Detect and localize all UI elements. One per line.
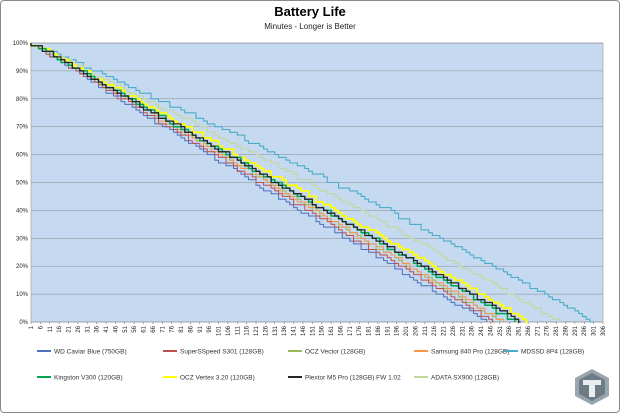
legend-label: ADATA SX900 (128GB) [431,374,499,381]
x-tick-label: 296 [582,325,588,336]
x-tick-label: 186 [376,325,382,336]
legend-label: MDSSD 8P4 (128GB) [521,348,584,355]
x-tick-label: 231 [460,325,466,336]
series-line-7 [30,43,521,323]
x-tick-label: 261 [517,325,523,336]
x-tick-label: 276 [545,325,551,336]
x-tick-label: 61 [142,325,148,332]
legend-label: Kingston V300 (120GB) [54,374,123,381]
x-tick-label: 16 [57,325,63,332]
x-tick-label: 71 [160,325,166,332]
y-tick-label: 30% [16,236,29,242]
y-tick-label: 60% [16,153,29,159]
chart-subtitle: Minutes - Longer is Better [264,22,356,31]
legend-label: WD Caviar Blue (750GB) [54,348,127,355]
x-tick-label: 181 [367,325,373,336]
series-line-1 [30,43,495,323]
x-tick-label: 41 [104,325,110,332]
x-tick-label: 66 [151,325,157,332]
x-tick-label: 86 [188,325,194,332]
x-tick-label: 51 [123,325,129,332]
x-tick-label: 141 [292,325,298,336]
x-tick-label: 221 [442,325,448,336]
chart-title: Battery Life [274,4,346,19]
x-tick-label: 136 [282,325,288,336]
x-tick-label: 236 [470,325,476,336]
x-tick-label: 36 [95,325,101,332]
y-tick-label: 20% [16,264,29,270]
y-tick-label: 80% [16,97,29,103]
x-tick-label: 21 [67,325,73,332]
x-tick-label: 241 [479,325,485,336]
x-tick-label: 146 [301,325,307,336]
x-tick-label: 126 [263,325,269,336]
x-tick-label: 256 [507,325,513,336]
x-tick-label: 191 [385,325,391,336]
y-tick-label: 70% [16,125,29,131]
x-tick-label: 246 [488,325,494,336]
x-tick-label: 31 [85,325,91,332]
x-tick-label: 56 [132,325,138,332]
x-tick-label: 46 [113,325,119,332]
x-tick-label: 156 [320,325,326,336]
x-tick-label: 6 [38,325,44,329]
x-tick-label: 196 [395,325,401,336]
x-tick-label: 81 [179,325,185,332]
x-tick-label: 111 [235,325,241,335]
x-tick-label: 266 [526,325,532,336]
x-tick-label: 151 [310,325,316,336]
y-tick-label: 90% [16,69,29,75]
x-tick-label: 76 [170,325,176,332]
series-line-4 [30,43,594,323]
x-tick-label: 271 [535,325,541,336]
legend-label: SuperSSpeed S301 (128GB) [180,348,264,355]
x-tick-label: 171 [348,325,354,336]
x-tick-label: 216 [432,325,438,336]
y-tick-label: 40% [16,208,29,214]
x-tick-label: 96 [207,325,213,332]
x-tick-label: 166 [338,325,344,336]
legend-label: OCZ Vertex 3.20 (120GB) [180,374,255,381]
legend-label: Samsung 840 Pro (128GB) [431,348,509,355]
x-tick-label: 286 [563,325,569,336]
x-tick-label: 301 [592,325,598,336]
x-tick-label: 106 [226,325,232,336]
y-tick-label: 10% [16,292,29,298]
y-tick-label: 100% [13,41,29,47]
x-tick-label: 211 [423,325,429,335]
y-tick-label: 50% [16,181,29,187]
x-tick-label: 116 [245,325,251,335]
x-tick-label: 161 [329,325,335,336]
site-logo-icon [575,369,609,405]
x-tick-label: 201 [404,325,410,336]
x-tick-label: 251 [498,325,504,336]
x-tick-label: 1 [29,325,35,329]
x-tick-label: 206 [413,325,419,336]
x-tick-label: 306 [601,325,607,336]
x-tick-label: 131 [273,325,279,336]
legend-label: Plextor M5 Pro (128GB) FW 1.02 [305,374,401,381]
x-tick-label: 226 [451,325,457,336]
legend-label: OCZ Vector (128GB) [305,348,365,355]
x-tick-label: 101 [217,325,223,336]
x-tick-label: 176 [357,325,363,336]
x-tick-label: 281 [554,325,560,336]
x-tick-label: 91 [198,325,204,332]
series-line-8 [30,43,561,322]
x-tick-label: 11 [48,325,54,332]
x-tick-label: 121 [254,325,260,336]
y-tick-label: 0% [19,320,28,326]
x-tick-label: 26 [76,325,82,332]
x-tick-label: 291 [573,325,579,336]
